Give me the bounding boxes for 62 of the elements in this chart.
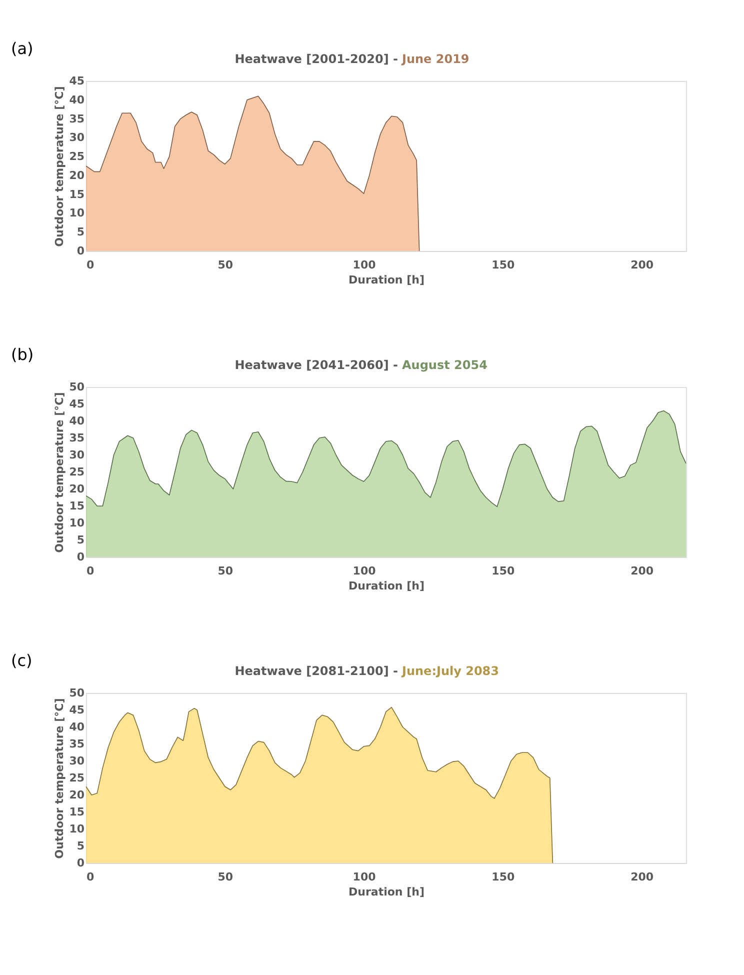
x-tick-label: 50 [218, 258, 234, 272]
y-tick-label: 50 [69, 686, 85, 700]
chart-subtitle: June:July 2083 [401, 664, 500, 678]
y-tick-label: 25 [69, 772, 84, 784]
y-tick-label: 45 [69, 704, 84, 716]
text: (c) [11, 651, 32, 670]
chart-subtitle: June 2019 [401, 52, 470, 66]
x-tick-label: 0 [86, 564, 94, 578]
x-tick-label: 100 [352, 258, 376, 272]
x-tick-label: 0 [86, 870, 94, 884]
y-axis-title: Outdoor temperature [°C] [53, 392, 66, 553]
y-tick-label: 5 [76, 534, 84, 546]
chart-subtitle: August 2054 [402, 358, 488, 372]
x-tick-label: 200 [630, 870, 654, 884]
y-tick-label: 25 [69, 466, 84, 478]
chart-title: Heatwave [2081-2100] - [234, 664, 398, 678]
y-tick-label: 25 [69, 150, 84, 164]
y-tick-label: 40 [69, 720, 85, 734]
y-tick-label: 30 [69, 754, 85, 768]
y-axis-title: Outdoor temperature [°C] [53, 698, 66, 859]
x-tick-label: 200 [630, 258, 654, 272]
x-tick-label: 0 [86, 258, 94, 272]
text: (a) [11, 39, 34, 58]
y-tick-label: 5 [76, 840, 84, 852]
y-tick-label: 10 [69, 516, 85, 530]
y-tick-label: 15 [69, 806, 84, 818]
text: (b) [11, 345, 34, 364]
x-tick-label: 100 [352, 564, 376, 578]
y-tick-label: 20 [69, 482, 85, 496]
x-axis-title: Duration [h] [348, 274, 424, 286]
y-tick-label: 45 [69, 74, 84, 88]
y-tick-label: 30 [69, 448, 85, 462]
y-tick-label: 45 [69, 398, 84, 410]
x-tick-label: 50 [218, 870, 234, 884]
x-tick-label: 200 [630, 564, 654, 578]
y-tick-label: 0 [76, 550, 85, 564]
y-tick-label: 35 [69, 738, 84, 750]
y-tick-label: 40 [69, 93, 85, 106]
y-tick-label: 20 [69, 788, 85, 802]
chart-title: Heatwave [2001-2020] - [234, 52, 398, 66]
chart-title: Heatwave [2041-2060] - [234, 358, 398, 372]
y-tick-label: 10 [69, 206, 85, 220]
y-tick-label: 0 [76, 244, 85, 258]
y-tick-label: 35 [69, 112, 84, 126]
y-tick-label: 15 [69, 500, 84, 512]
y-tick-label: 35 [69, 432, 84, 444]
x-axis-title: Duration [h] [348, 580, 424, 592]
x-tick-label: 50 [218, 564, 234, 578]
y-axis-title: Outdoor temperature [°C] [53, 86, 66, 247]
x-axis-title: Duration [h] [348, 886, 424, 898]
y-tick-label: 40 [69, 414, 85, 428]
x-tick-label: 150 [492, 258, 515, 272]
x-tick-label: 100 [352, 870, 376, 884]
y-tick-label: 30 [69, 131, 85, 144]
x-tick-label: 150 [492, 564, 515, 578]
y-tick-label: 20 [69, 168, 85, 182]
y-tick-label: 5 [76, 226, 84, 239]
y-tick-label: 0 [76, 856, 85, 870]
x-tick-label: 150 [492, 870, 515, 884]
y-tick-label: 10 [69, 822, 85, 836]
y-tick-label: 50 [69, 380, 85, 394]
y-tick-label: 15 [69, 188, 84, 201]
